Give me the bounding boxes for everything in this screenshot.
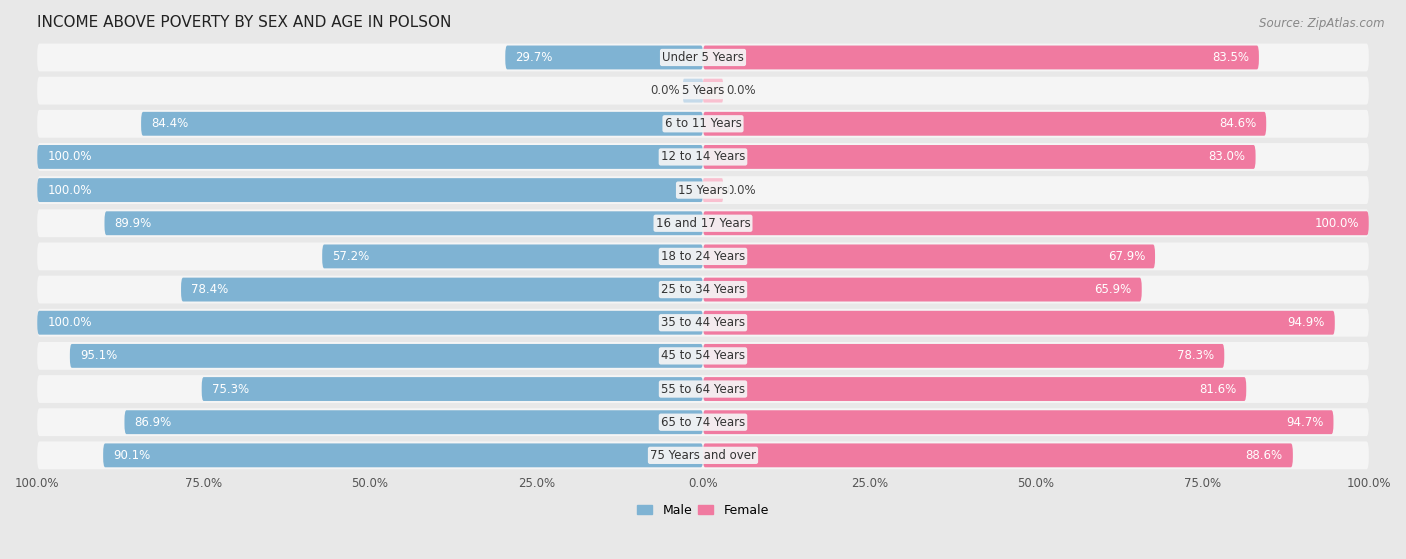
FancyBboxPatch shape xyxy=(703,178,723,202)
Text: 100.0%: 100.0% xyxy=(1315,217,1358,230)
Text: 100.0%: 100.0% xyxy=(48,183,91,197)
FancyBboxPatch shape xyxy=(37,143,1369,171)
FancyBboxPatch shape xyxy=(703,410,1333,434)
Text: 86.9%: 86.9% xyxy=(135,416,172,429)
FancyBboxPatch shape xyxy=(37,311,703,335)
Text: 75.3%: 75.3% xyxy=(212,382,249,396)
FancyBboxPatch shape xyxy=(37,342,1369,370)
FancyBboxPatch shape xyxy=(322,244,703,268)
Text: 15 Years: 15 Years xyxy=(678,183,728,197)
FancyBboxPatch shape xyxy=(37,178,703,202)
FancyBboxPatch shape xyxy=(37,176,1369,204)
Text: INCOME ABOVE POVERTY BY SEX AND AGE IN POLSON: INCOME ABOVE POVERTY BY SEX AND AGE IN P… xyxy=(37,15,451,30)
FancyBboxPatch shape xyxy=(37,110,1369,138)
FancyBboxPatch shape xyxy=(703,244,1156,268)
Text: 0.0%: 0.0% xyxy=(727,183,756,197)
FancyBboxPatch shape xyxy=(37,375,1369,403)
Text: 100.0%: 100.0% xyxy=(48,316,91,329)
FancyBboxPatch shape xyxy=(37,44,1369,72)
FancyBboxPatch shape xyxy=(103,443,703,467)
Legend: Male, Female: Male, Female xyxy=(633,499,773,522)
Text: 67.9%: 67.9% xyxy=(1108,250,1144,263)
Text: 55 to 64 Years: 55 to 64 Years xyxy=(661,382,745,396)
Text: 65.9%: 65.9% xyxy=(1094,283,1132,296)
Text: 65 to 74 Years: 65 to 74 Years xyxy=(661,416,745,429)
Text: 57.2%: 57.2% xyxy=(332,250,370,263)
Text: 5 Years: 5 Years xyxy=(682,84,724,97)
FancyBboxPatch shape xyxy=(703,443,1294,467)
FancyBboxPatch shape xyxy=(70,344,703,368)
Text: 6 to 11 Years: 6 to 11 Years xyxy=(665,117,741,130)
Text: 94.7%: 94.7% xyxy=(1286,416,1323,429)
FancyBboxPatch shape xyxy=(37,145,703,169)
Text: 0.0%: 0.0% xyxy=(650,84,679,97)
FancyBboxPatch shape xyxy=(37,77,1369,105)
FancyBboxPatch shape xyxy=(37,309,1369,337)
Text: 89.9%: 89.9% xyxy=(114,217,152,230)
FancyBboxPatch shape xyxy=(37,276,1369,304)
Text: 75 Years and over: 75 Years and over xyxy=(650,449,756,462)
FancyBboxPatch shape xyxy=(37,243,1369,271)
FancyBboxPatch shape xyxy=(703,278,1142,301)
FancyBboxPatch shape xyxy=(505,45,703,69)
Text: 94.9%: 94.9% xyxy=(1288,316,1324,329)
FancyBboxPatch shape xyxy=(703,344,1225,368)
Text: 35 to 44 Years: 35 to 44 Years xyxy=(661,316,745,329)
Text: 25 to 34 Years: 25 to 34 Years xyxy=(661,283,745,296)
FancyBboxPatch shape xyxy=(703,377,1246,401)
FancyBboxPatch shape xyxy=(683,79,703,102)
Text: 29.7%: 29.7% xyxy=(515,51,553,64)
FancyBboxPatch shape xyxy=(37,209,1369,237)
Text: 78.4%: 78.4% xyxy=(191,283,228,296)
FancyBboxPatch shape xyxy=(104,211,703,235)
FancyBboxPatch shape xyxy=(703,211,1369,235)
Text: 18 to 24 Years: 18 to 24 Years xyxy=(661,250,745,263)
FancyBboxPatch shape xyxy=(201,377,703,401)
Text: 45 to 54 Years: 45 to 54 Years xyxy=(661,349,745,362)
Text: 0.0%: 0.0% xyxy=(727,84,756,97)
FancyBboxPatch shape xyxy=(141,112,703,136)
Text: Source: ZipAtlas.com: Source: ZipAtlas.com xyxy=(1260,17,1385,30)
FancyBboxPatch shape xyxy=(703,45,1258,69)
Text: 84.4%: 84.4% xyxy=(150,117,188,130)
Text: 78.3%: 78.3% xyxy=(1177,349,1215,362)
FancyBboxPatch shape xyxy=(125,410,703,434)
FancyBboxPatch shape xyxy=(37,442,1369,470)
Text: 83.0%: 83.0% xyxy=(1209,150,1246,163)
FancyBboxPatch shape xyxy=(703,79,723,102)
Text: 84.6%: 84.6% xyxy=(1219,117,1256,130)
Text: 83.5%: 83.5% xyxy=(1212,51,1249,64)
FancyBboxPatch shape xyxy=(703,311,1334,335)
Text: Under 5 Years: Under 5 Years xyxy=(662,51,744,64)
FancyBboxPatch shape xyxy=(703,145,1256,169)
Text: 100.0%: 100.0% xyxy=(48,150,91,163)
Text: 81.6%: 81.6% xyxy=(1199,382,1236,396)
Text: 95.1%: 95.1% xyxy=(80,349,117,362)
FancyBboxPatch shape xyxy=(703,112,1267,136)
Text: 88.6%: 88.6% xyxy=(1246,449,1282,462)
FancyBboxPatch shape xyxy=(37,408,1369,436)
FancyBboxPatch shape xyxy=(181,278,703,301)
Text: 16 and 17 Years: 16 and 17 Years xyxy=(655,217,751,230)
Text: 90.1%: 90.1% xyxy=(112,449,150,462)
Text: 12 to 14 Years: 12 to 14 Years xyxy=(661,150,745,163)
